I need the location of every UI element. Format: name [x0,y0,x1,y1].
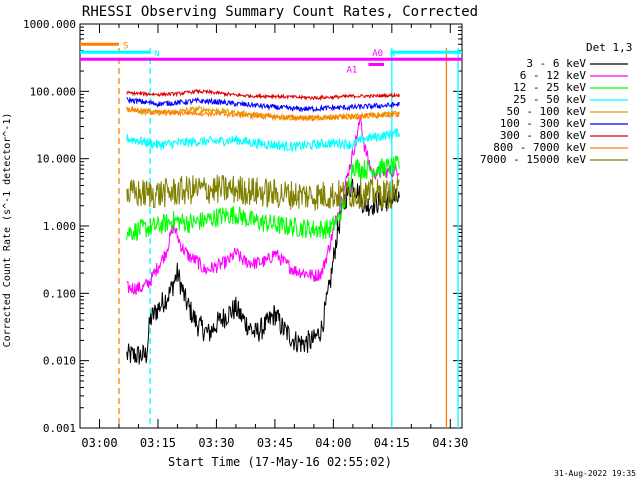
legend-label: 800 - 7000 keV [493,141,586,154]
y-tick-label: 100.000 [30,85,76,98]
series-lines [126,88,400,365]
y-tick-label: 1.000 [43,220,76,233]
series-line [126,105,400,123]
legend-label: 7000 - 15000 keV [480,153,586,166]
x-tick-label: 04:15 [374,436,410,450]
series-line [126,96,400,114]
x-tick-label: 03:45 [257,436,293,450]
y-tick-label: 0.010 [43,355,76,368]
legend-label: 6 - 12 keV [520,69,587,82]
legend-label: 300 - 800 keV [500,129,586,142]
flag-bars: S N N A0 A1 [80,41,462,76]
y-tick-label: 10.000 [36,153,76,166]
flag-label: S [123,41,128,51]
series-line [126,114,400,296]
x-axis-label: Start Time (17-May-16 02:55:02) [168,455,392,469]
x-tick-label: 04:30 [432,436,468,450]
flag-label: N [154,49,159,59]
series-line [126,178,400,365]
legend-label: 50 - 100 keV [507,105,587,118]
x-tick-label: 03:15 [140,436,176,450]
x-tick-label: 04:00 [315,436,351,450]
y-tick-label: 0.100 [43,287,76,300]
series-line [126,174,400,211]
x-tick-label: 03:30 [198,436,234,450]
series-line [126,155,400,242]
y-axis-label: Corrected Count Rate (s^-1 detector^-1) [2,113,13,348]
x-tick-label: 03:00 [81,436,117,450]
y-axis-ticks: 1000.000 100.000 10.000 1.000 0.100 0.010 0.00… [23,18,462,435]
plot-area: 1000.000 100.000 10.000 1.000 0.100 0.010 0.00… [23,18,468,450]
series-line [126,88,400,102]
legend-label: 3 - 6 keV [526,57,586,70]
y-tick-label: 1000.000 [23,18,76,31]
legend-title: Det 1,3 [586,41,632,54]
legend-label: 25 - 50 keV [513,93,586,106]
x-axis-ticks: 03:00 03:15 03:30 03:45 04:00 04:15 04:30 [79,24,468,450]
chart-title: RHESSI Observing Summary Count Rates, Co… [82,4,478,20]
flag-label: N [390,49,395,59]
legend-label: 100 - 300 keV [500,117,586,130]
footer-date: 31-Aug-2022 19:35 [554,469,636,478]
flag-label: A1 [346,66,357,76]
legend-label: 12 - 25 keV [513,81,586,94]
y-tick-label: 0.001 [43,422,76,435]
series-line [126,127,400,153]
flag-label: A0 [372,49,383,59]
